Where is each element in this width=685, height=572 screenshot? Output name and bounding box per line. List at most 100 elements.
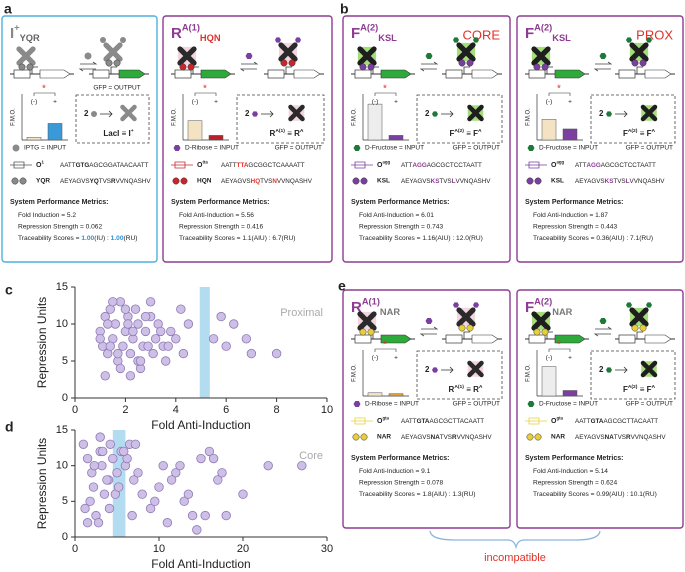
text-segment: gta bbox=[382, 415, 389, 420]
y-tick-label: 15 bbox=[56, 281, 68, 293]
promoter-arrow bbox=[636, 331, 643, 339]
card-title: I+YQR bbox=[10, 23, 40, 44]
sig-bracket bbox=[33, 92, 56, 96]
operator-sequence: AATTTTAGCGGCTCAAAATT bbox=[221, 162, 305, 169]
operator-sequence: ATTAGGAGCGCTCCTAATT bbox=[401, 162, 482, 169]
binding-domain bbox=[526, 177, 534, 185]
binding-domain bbox=[631, 324, 639, 332]
equation-arrow bbox=[615, 366, 628, 374]
protein bbox=[278, 42, 298, 62]
gene bbox=[293, 69, 321, 79]
promoter-arrow bbox=[463, 331, 470, 339]
point bbox=[263, 460, 273, 471]
card-title: FA(2)KSL bbox=[525, 23, 571, 44]
bar bbox=[388, 393, 404, 397]
promoter-arrow bbox=[636, 66, 643, 74]
text-segment: ≡ F bbox=[637, 129, 651, 138]
point bbox=[103, 319, 113, 329]
equation-two: 2 bbox=[425, 365, 430, 374]
text-segment: TVS bbox=[99, 178, 111, 185]
point bbox=[105, 341, 115, 351]
bar bbox=[562, 390, 578, 397]
inducer bbox=[245, 53, 253, 59]
text-segment: A(2) bbox=[534, 23, 552, 33]
operator-box bbox=[92, 69, 110, 79]
bar-category: (-) bbox=[372, 355, 379, 362]
text-segment: O bbox=[197, 162, 203, 169]
gene bbox=[554, 69, 586, 79]
operator-icon bbox=[525, 161, 547, 169]
point bbox=[113, 348, 123, 359]
text-segment: N bbox=[272, 178, 277, 185]
text-segment: Traceability Scores = bbox=[18, 235, 81, 242]
metric-line: Traceability Scores = 0.36(AIU) : 7.1(RU… bbox=[533, 235, 653, 242]
inducer bbox=[91, 111, 97, 117]
text-segment: TVS bbox=[440, 434, 452, 441]
protein-sequence: AEYAGVSKSTVSLVVNQASHV bbox=[575, 178, 665, 185]
protein-sequence: AEYAGVSNATVSRVVNQASHV bbox=[575, 434, 666, 441]
operator-name: Oagg bbox=[377, 159, 391, 168]
sig-star: * bbox=[557, 340, 561, 351]
bar bbox=[388, 135, 404, 141]
metric-line: Repression Strength = 0.624 bbox=[533, 479, 617, 486]
inducer bbox=[252, 111, 258, 117]
text-segment: Repression Strength = 0.624 bbox=[533, 479, 617, 486]
point bbox=[150, 334, 161, 344]
point bbox=[80, 503, 90, 514]
point bbox=[221, 510, 231, 521]
metric-line: Fold Anti-Induction = 5.56 bbox=[179, 212, 254, 219]
inducer bbox=[432, 367, 438, 373]
x-tick-label: 8 bbox=[274, 404, 280, 416]
binding-domain bbox=[18, 63, 26, 71]
bar bbox=[208, 135, 224, 141]
equation-two: 2 bbox=[425, 109, 430, 118]
point bbox=[162, 518, 173, 528]
point bbox=[133, 319, 143, 329]
watermark: Proximal bbox=[280, 307, 323, 319]
operator-icon bbox=[171, 161, 193, 169]
output-label: GFP = OUTPUT bbox=[93, 85, 140, 92]
point bbox=[119, 446, 129, 457]
text-segment: Fold Anti-Induction = 6.01 bbox=[359, 212, 434, 219]
operator-box bbox=[174, 69, 192, 79]
protein bbox=[177, 46, 197, 66]
text-segment: VVNQASHV bbox=[630, 178, 666, 185]
point bbox=[129, 475, 139, 485]
bar-category: (-) bbox=[192, 99, 199, 106]
protein-name: KSL bbox=[377, 178, 390, 185]
panel-letter: b bbox=[340, 1, 349, 17]
metric-line: Fold Anti-Induction = 6.01 bbox=[359, 212, 434, 219]
point bbox=[123, 319, 133, 329]
card bbox=[516, 289, 684, 529]
operator-sequence: AATTGTGAGCGGATAACAATT bbox=[60, 162, 149, 169]
point bbox=[176, 304, 186, 314]
text-segment: VVNQASHV bbox=[277, 178, 313, 185]
protein bbox=[629, 307, 649, 327]
binding-domain bbox=[526, 433, 534, 441]
equation-arrow bbox=[615, 110, 628, 118]
point bbox=[85, 496, 95, 507]
gene bbox=[471, 69, 499, 79]
text-segment: F bbox=[525, 299, 534, 316]
text-segment: Fold Anti-Induction = 5.14 bbox=[533, 468, 608, 475]
text-segment: A(2) bbox=[454, 128, 464, 134]
sig-star: * bbox=[42, 84, 46, 95]
text-segment: AEYAGVS bbox=[401, 178, 431, 185]
sig-star: * bbox=[203, 84, 207, 95]
operator-box bbox=[528, 334, 546, 344]
text-segment: AEYAGVS bbox=[221, 178, 251, 185]
equation: FA(2) ≡ FA bbox=[623, 128, 656, 138]
sig-bracket bbox=[548, 348, 571, 352]
binding-domain bbox=[639, 324, 647, 332]
text-segment: 1.00 bbox=[111, 235, 124, 242]
protein bbox=[357, 46, 377, 66]
operator-name: Ogta bbox=[551, 415, 564, 424]
protein-name: NAR bbox=[551, 434, 565, 441]
metric-line: Traceability Scores = 1.16(AIU) : 12.0(R… bbox=[359, 235, 483, 242]
point bbox=[135, 356, 146, 366]
input-label: IPTG = INPUT bbox=[24, 145, 66, 152]
inducer bbox=[599, 53, 607, 59]
x-tick-label: 10 bbox=[321, 404, 333, 416]
point bbox=[104, 503, 115, 514]
bar bbox=[541, 119, 557, 141]
